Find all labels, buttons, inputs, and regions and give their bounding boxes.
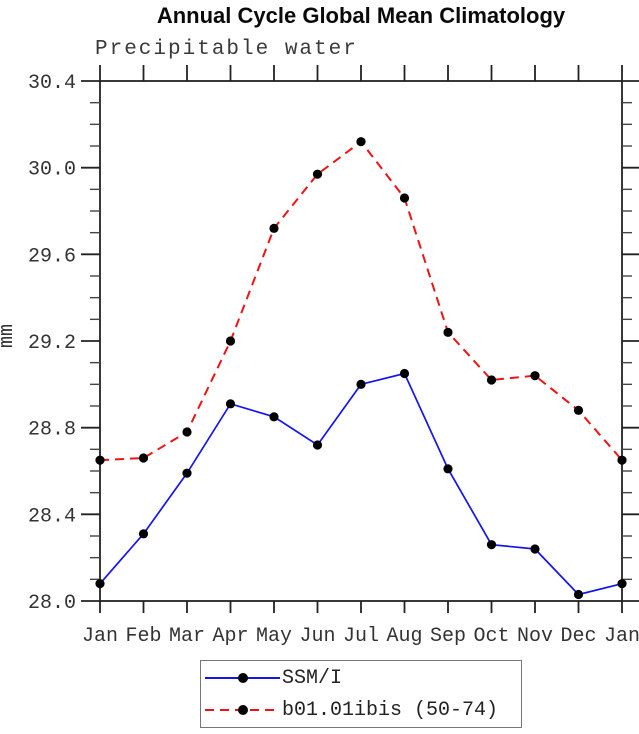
data-point-marker <box>443 327 453 337</box>
x-tick-label: Jan <box>82 625 118 648</box>
legend-box: SSM/I b01.01ibis (50-74) <box>200 660 522 728</box>
legend-entry-b01: b01.01ibis (50-74) <box>205 698 521 722</box>
y-tick-label: 28.0 <box>28 592 76 615</box>
x-tick-label: Apr <box>212 625 248 648</box>
x-tick-label: May <box>256 625 292 648</box>
b01-line <box>99 140 623 462</box>
ssmi-line-sample <box>205 673 280 683</box>
data-point-marker <box>312 440 323 450</box>
plot-area: 28.0 28.4 28.8 29.2 29.6 30.0 30.4 Jan Feb Mar Apr… <box>0 65 639 648</box>
x-tick-label: Nov <box>517 625 553 648</box>
data-point-marker <box>182 427 192 437</box>
y-tick-label: 29.6 <box>28 245 76 268</box>
data-point-marker <box>617 455 627 465</box>
plot-border <box>99 80 623 602</box>
x-tick-label: Feb <box>125 625 161 648</box>
data-point-marker <box>486 540 497 550</box>
data-point-marker <box>356 137 366 147</box>
y-tick-label: 30.0 <box>28 159 76 182</box>
y-tick-label: 28.8 <box>28 419 76 442</box>
data-point-marker <box>225 399 236 409</box>
data-point-marker <box>530 544 540 554</box>
data-point-marker <box>95 579 105 589</box>
x-tick-label: Dec <box>560 625 596 648</box>
data-point-marker <box>269 412 279 422</box>
data-point-marker <box>573 405 584 415</box>
x-tick-label: Jan <box>604 625 639 648</box>
data-point-marker <box>443 464 453 474</box>
data-point-marker <box>269 223 279 233</box>
x-tick-label: Sep <box>430 625 466 648</box>
ssmi-marker-dot-icon <box>237 673 248 683</box>
x-tick-label: Oct <box>473 625 509 648</box>
y-axis-title: mm <box>0 324 19 348</box>
legend-label-b01: b01.01ibis (50-74) <box>282 698 499 722</box>
data-point-marker <box>573 589 584 600</box>
data-point-marker <box>182 468 192 478</box>
b01-line-sample <box>205 705 280 715</box>
ssmi-line <box>99 372 623 596</box>
x-tick-label: Mar <box>169 625 205 648</box>
data-point-marker <box>530 371 540 381</box>
b01-marker-dot-icon <box>237 705 248 715</box>
y-tick-label: 28.4 <box>28 505 76 528</box>
data-point-marker <box>399 368 410 379</box>
data-point-marker <box>486 375 497 385</box>
data-point-marker <box>95 455 105 465</box>
data-point-marker <box>312 169 323 179</box>
data-point-marker <box>399 193 410 203</box>
chart-title: Annual Cycle Global Mean Climatology <box>156 3 566 28</box>
x-tick-label: Jun <box>299 625 335 648</box>
legend-label-ssmi: SSM/I <box>282 666 343 690</box>
x-tick-label: Aug <box>386 625 422 648</box>
y-tick-label: 29.2 <box>28 332 76 355</box>
legend-entry-ssmi: SSM/I <box>205 666 521 690</box>
data-point-marker <box>138 453 149 463</box>
data-point-marker <box>356 379 366 389</box>
x-tick-label: Jul <box>343 625 379 648</box>
chart-subtitle: Precipitable water <box>95 38 358 61</box>
data-point-marker <box>138 529 149 539</box>
y-tick-label: 30.4 <box>28 72 76 95</box>
data-point-marker <box>617 579 627 589</box>
data-point-marker <box>225 336 236 346</box>
